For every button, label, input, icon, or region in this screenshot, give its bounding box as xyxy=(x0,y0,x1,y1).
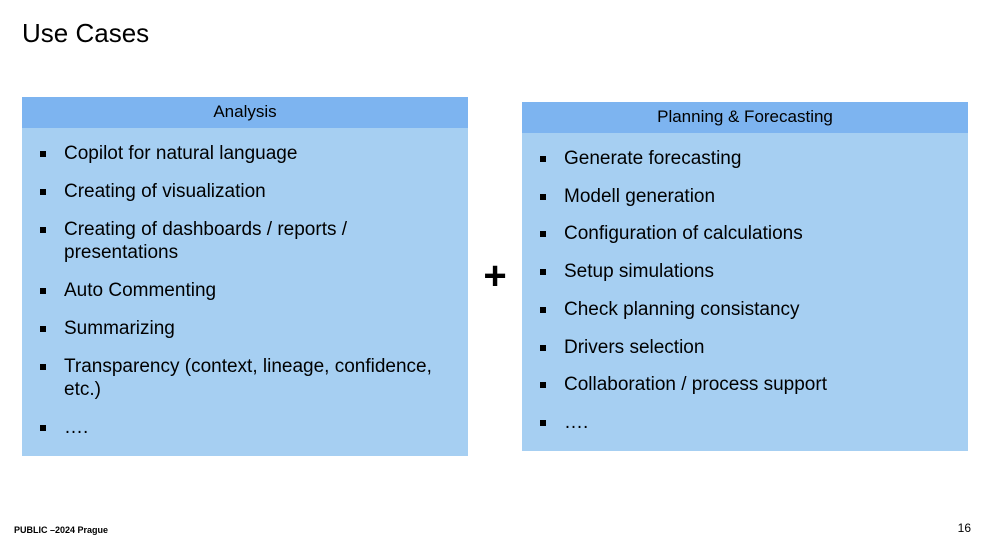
item-text: Configuration of calculations xyxy=(564,222,803,246)
bullet-icon xyxy=(40,326,46,332)
planning-panel-body: Generate forecasting Modell generation C… xyxy=(522,133,968,451)
item-text: …. xyxy=(564,411,588,435)
bullet-icon xyxy=(540,382,546,388)
bullet-icon xyxy=(540,345,546,351)
planning-panel: Planning & Forecasting Generate forecast… xyxy=(522,102,968,451)
list-item: Summarizing xyxy=(40,317,450,341)
slide-title: Use Cases xyxy=(22,18,971,49)
planning-items: Generate forecasting Modell generation C… xyxy=(540,147,950,435)
slide: Use Cases Analysis Copilot for natural l… xyxy=(0,0,993,543)
bullet-icon xyxy=(540,156,546,162)
item-text: Transparency (context, lineage, confiden… xyxy=(64,355,450,403)
list-item: Copilot for natural language xyxy=(40,142,450,166)
item-text: Drivers selection xyxy=(564,336,704,360)
item-text: Generate forecasting xyxy=(564,147,741,171)
list-item: Modell generation xyxy=(540,185,950,209)
list-item: …. xyxy=(540,411,950,435)
list-item: Collaboration / process support xyxy=(540,373,950,397)
bullet-icon xyxy=(540,269,546,275)
item-text: Modell generation xyxy=(564,185,715,209)
list-item: Check planning consistancy xyxy=(540,298,950,322)
item-text: Creating of dashboards / reports / prese… xyxy=(64,218,450,266)
bullet-icon xyxy=(540,307,546,313)
bullet-icon xyxy=(40,151,46,157)
item-text: Copilot for natural language xyxy=(64,142,297,166)
list-item: Configuration of calculations xyxy=(540,222,950,246)
analysis-panel: Analysis Copilot for natural language Cr… xyxy=(22,97,468,456)
list-item: Drivers selection xyxy=(540,336,950,360)
analysis-items: Copilot for natural language Creating of… xyxy=(40,142,450,440)
analysis-panel-body: Copilot for natural language Creating of… xyxy=(22,128,468,456)
list-item: Creating of visualization xyxy=(40,180,450,204)
item-text: Collaboration / process support xyxy=(564,373,827,397)
bullet-icon xyxy=(540,194,546,200)
list-item: Auto Commenting xyxy=(40,279,450,303)
item-text: Auto Commenting xyxy=(64,279,216,303)
bullet-icon xyxy=(540,231,546,237)
item-text: Creating of visualization xyxy=(64,180,266,204)
bullet-icon xyxy=(40,227,46,233)
bullet-icon xyxy=(40,425,46,431)
columns-container: Analysis Copilot for natural language Cr… xyxy=(22,97,968,456)
bullet-icon xyxy=(540,420,546,426)
list-item: Transparency (context, lineage, confiden… xyxy=(40,355,450,403)
list-item: Creating of dashboards / reports / prese… xyxy=(40,218,450,266)
analysis-panel-header: Analysis xyxy=(22,97,468,128)
list-item: Setup simulations xyxy=(540,260,950,284)
plus-connector: + xyxy=(468,256,522,296)
item-text: Check planning consistancy xyxy=(564,298,800,322)
footer-left: PUBLIC –2024 Prague xyxy=(14,525,108,535)
item-text: Setup simulations xyxy=(564,260,714,284)
bullet-icon xyxy=(40,189,46,195)
list-item: Generate forecasting xyxy=(540,147,950,171)
item-text: …. xyxy=(64,416,88,440)
list-item: …. xyxy=(40,416,450,440)
bullet-icon xyxy=(40,364,46,370)
bullet-icon xyxy=(40,288,46,294)
planning-panel-header: Planning & Forecasting xyxy=(522,102,968,133)
footer-page-number: 16 xyxy=(958,521,971,535)
item-text: Summarizing xyxy=(64,317,175,341)
